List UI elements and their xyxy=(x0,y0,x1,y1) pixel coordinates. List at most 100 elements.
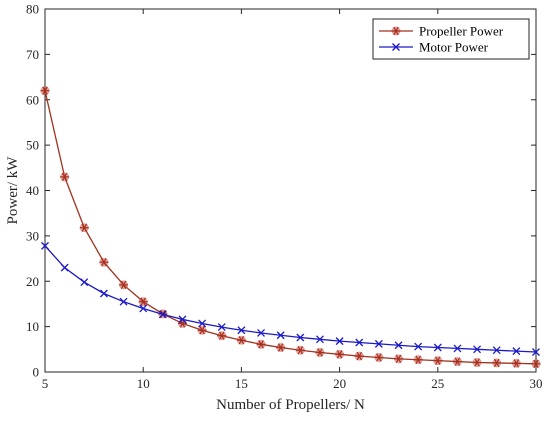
legend-label: Motor Power xyxy=(419,40,489,55)
marker-stroke xyxy=(61,172,68,182)
motor-power-point xyxy=(178,315,187,324)
marker-stroke xyxy=(120,280,127,290)
propeller-power-point xyxy=(276,342,286,352)
motor-power-point xyxy=(316,335,324,344)
marker-stroke xyxy=(296,333,305,342)
y-tick-label: 40 xyxy=(26,183,39,198)
marker-stroke xyxy=(101,257,107,267)
propeller-power-point xyxy=(511,358,521,368)
marker-stroke xyxy=(414,342,423,351)
y-axis-label: Power/ kW xyxy=(5,156,21,225)
motor-power-point xyxy=(473,345,482,354)
marker-stroke xyxy=(119,297,128,306)
marker-stroke xyxy=(277,343,284,352)
marker-stroke xyxy=(473,345,482,354)
propeller-power-point xyxy=(315,347,325,357)
propeller-power-point xyxy=(472,357,482,367)
marker-stroke xyxy=(80,278,89,287)
plot-area xyxy=(44,8,537,373)
propeller-power-point xyxy=(138,297,148,307)
propeller-power-point xyxy=(79,223,89,233)
marker-stroke xyxy=(513,359,520,368)
motor-power-point xyxy=(119,297,128,306)
motor-power-point xyxy=(237,326,246,335)
marker-stroke xyxy=(453,344,462,353)
motor-power-point xyxy=(532,348,540,356)
propeller-power-point xyxy=(197,325,207,335)
marker-stroke xyxy=(140,297,146,306)
motor-power-point xyxy=(355,338,364,347)
marker-stroke xyxy=(198,319,207,328)
marker-stroke xyxy=(218,331,225,340)
motor-power-line xyxy=(44,245,537,353)
y-tick-label: 60 xyxy=(26,92,39,107)
motor-power-point xyxy=(374,339,383,348)
marker-stroke xyxy=(394,341,403,350)
legend-box xyxy=(372,18,530,60)
motor-power-point xyxy=(217,323,226,332)
x-tick-label: 5 xyxy=(42,376,49,391)
motor-power-point xyxy=(80,278,89,287)
y-tick-label: 10 xyxy=(26,319,39,334)
motor-power-point xyxy=(158,310,167,319)
motor-power-point xyxy=(139,304,148,313)
marker-stroke xyxy=(376,353,382,362)
marker-stroke xyxy=(60,263,69,272)
legend-item-motor-power: Motor Power xyxy=(379,40,489,55)
propeller-power-point xyxy=(394,354,404,364)
marker-stroke xyxy=(297,346,304,355)
marker-stroke xyxy=(355,338,364,347)
motor-power-point xyxy=(60,263,69,272)
marker-stroke xyxy=(257,329,265,337)
propeller-power-point xyxy=(119,280,129,290)
marker-stroke xyxy=(335,337,344,346)
marker-stroke xyxy=(433,343,442,352)
x-tick-label: 20 xyxy=(333,376,346,391)
y-tick-label: 50 xyxy=(26,138,39,153)
motor-power-point xyxy=(41,241,49,250)
x-tick-label: 10 xyxy=(137,376,150,391)
marker-stroke xyxy=(454,357,461,366)
propeller-power-point xyxy=(99,257,109,267)
marker-stroke xyxy=(492,346,501,355)
motor-power-point xyxy=(257,329,265,337)
marker-stroke xyxy=(199,326,205,335)
motor-power-point xyxy=(433,343,442,352)
motor-power-point xyxy=(512,347,521,356)
propeller-power-point xyxy=(374,352,384,362)
motor-power-point xyxy=(453,344,462,353)
motor-power-point xyxy=(335,337,344,346)
y-tick-label: 80 xyxy=(26,2,39,17)
x-tick-label: 25 xyxy=(431,376,444,391)
series-layer xyxy=(40,86,541,369)
y-tick-label: 0 xyxy=(33,365,40,380)
motor-power-point xyxy=(198,319,207,328)
motor-power-point xyxy=(394,341,403,350)
marker-stroke xyxy=(41,241,49,250)
x-tick-label: 30 xyxy=(530,376,543,391)
marker-stroke xyxy=(139,304,148,313)
marker-stroke xyxy=(415,355,421,364)
marker-stroke xyxy=(336,350,343,359)
legend-item-propeller-power: Propeller Power xyxy=(379,24,504,39)
marker-stroke xyxy=(474,358,480,367)
motor-power-point xyxy=(492,346,501,355)
y-tick-label: 20 xyxy=(26,274,39,289)
propeller-power-point xyxy=(452,357,462,367)
marker-stroke xyxy=(395,354,402,364)
propeller-power-point xyxy=(256,339,266,349)
propeller-power-point xyxy=(335,349,345,359)
motor-power-point xyxy=(276,331,285,340)
marker-stroke xyxy=(81,223,88,232)
propeller-power-point xyxy=(413,355,423,365)
axis-ticks: 5 10 15 20 25 30 0 10 20 30 40 50 60 70 80 xyxy=(26,2,543,392)
y-tick-label: 70 xyxy=(26,47,39,62)
marker-stroke xyxy=(512,347,521,356)
marker-stroke xyxy=(374,339,383,348)
marker-stroke xyxy=(532,348,540,356)
propeller-power-point xyxy=(531,359,541,369)
marker-stroke xyxy=(42,86,48,95)
legend-marker xyxy=(392,43,400,51)
